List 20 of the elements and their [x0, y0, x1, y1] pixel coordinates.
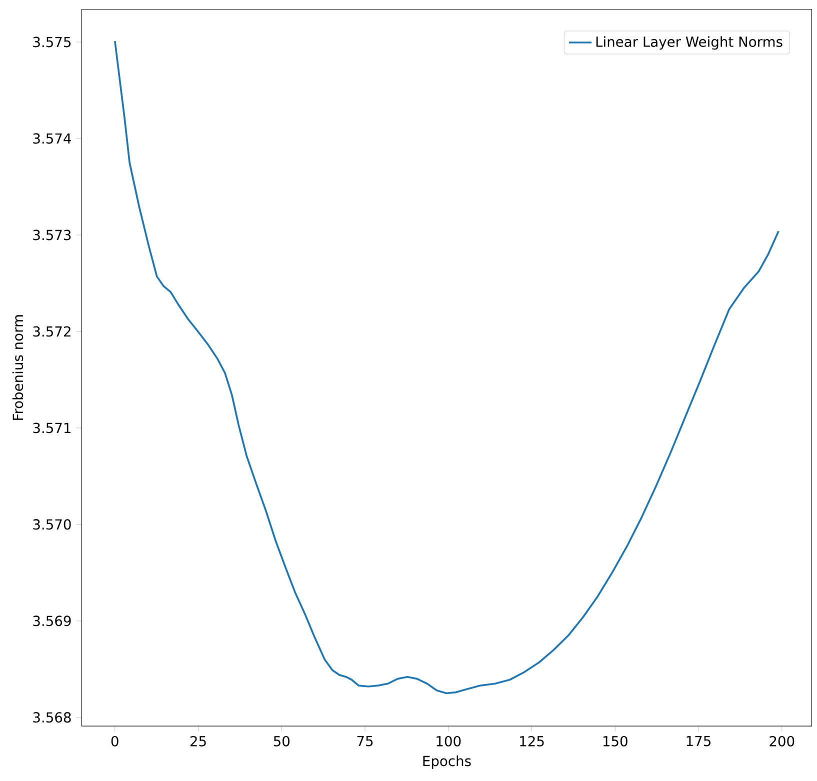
y-tick-label: 3.568	[33, 712, 71, 722]
y-tick-label: 3.572	[33, 326, 70, 336]
x-axis-title: Epochs	[423, 755, 471, 769]
x-tick-label: 150	[603, 736, 628, 746]
y-tick-label: 3.574	[33, 133, 71, 144]
x-tick-label: 75	[357, 736, 373, 746]
legend-label: Linear Layer Weight Norms	[596, 36, 782, 50]
x-tick-label: 200	[770, 736, 794, 746]
x-tick-label: 100	[436, 736, 461, 746]
y-tick-label: 3.570	[33, 518, 71, 530]
y-tick-label: 3.571	[33, 422, 70, 433]
x-tick-label: 50	[274, 736, 290, 746]
x-tick-label: 125	[520, 736, 544, 746]
y-tick-label: 3.573	[33, 230, 71, 240]
y-tick-label: 3.569	[33, 615, 71, 626]
y-tick-label: 3.575	[33, 36, 71, 48]
y-axis-title: Frobenius norm	[12, 314, 24, 420]
x-tick-label: 25	[190, 736, 206, 746]
x-tick-label: 0	[111, 736, 118, 746]
x-tick-label: 175	[686, 736, 710, 746]
